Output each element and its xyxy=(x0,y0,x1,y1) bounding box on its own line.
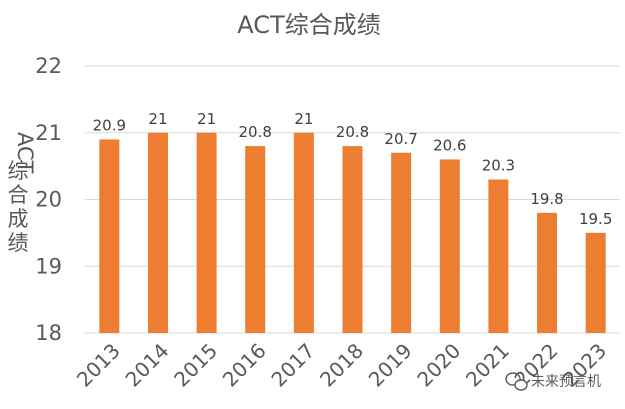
x-tick-label: 2013 xyxy=(72,339,125,392)
y-tick-label: 22 xyxy=(35,54,62,78)
x-tick-label: 2019 xyxy=(364,339,417,392)
bar-2019 xyxy=(391,152,412,333)
bar-2023 xyxy=(585,232,606,333)
x-tick-label: 2018 xyxy=(315,339,368,392)
x-tick-label: 2014 xyxy=(121,339,174,392)
bar-2013 xyxy=(99,139,120,333)
data-label: 20.8 xyxy=(336,123,369,141)
wechat-icon xyxy=(505,372,528,391)
watermark: 未来预言机 xyxy=(505,372,601,391)
bar-2020 xyxy=(439,159,460,333)
data-label: 20.9 xyxy=(93,116,126,134)
y-tick-label: 19 xyxy=(35,254,62,278)
y-axis-ticks: 18 19 20 21 22 xyxy=(35,54,62,345)
data-label: 19.8 xyxy=(530,190,563,208)
x-tick-label: 2017 xyxy=(266,339,319,392)
data-label: 19.5 xyxy=(579,210,612,228)
data-label: 20.6 xyxy=(433,136,466,154)
data-labels: 20.9 21 21 20.8 21 20.8 20.7 20.6 20.3 19.8 19.5 xyxy=(93,110,613,228)
x-tick-label: 2021 xyxy=(461,339,514,392)
data-label: 20.3 xyxy=(482,156,515,174)
bar-2016 xyxy=(245,146,266,333)
x-tick-label: 2015 xyxy=(169,339,222,392)
bar-2021 xyxy=(488,179,509,333)
chart-title: ACT综合成绩 xyxy=(237,11,380,39)
y-axis-label-latin: ACT xyxy=(13,132,37,174)
bar-2022 xyxy=(537,212,558,333)
y-tick-label: 20 xyxy=(35,188,62,212)
y-axis-label: 综合成绩 xyxy=(8,159,29,255)
x-tick-label: 2020 xyxy=(412,339,465,392)
data-label: 21 xyxy=(148,110,167,128)
bar-2015 xyxy=(196,132,217,333)
data-label: 21 xyxy=(197,110,216,128)
data-label: 20.7 xyxy=(384,130,417,148)
y-tick-label: 18 xyxy=(35,321,62,345)
bar-2018 xyxy=(342,146,363,333)
bar-2017 xyxy=(293,132,314,333)
data-label: 21 xyxy=(294,110,313,128)
y-tick-label: 21 xyxy=(35,121,62,145)
bar-2014 xyxy=(147,132,168,333)
bars xyxy=(99,132,606,333)
watermark-text: 未来预言机 xyxy=(531,374,601,390)
x-tick-label: 2016 xyxy=(218,339,271,392)
data-label: 20.8 xyxy=(239,123,272,141)
